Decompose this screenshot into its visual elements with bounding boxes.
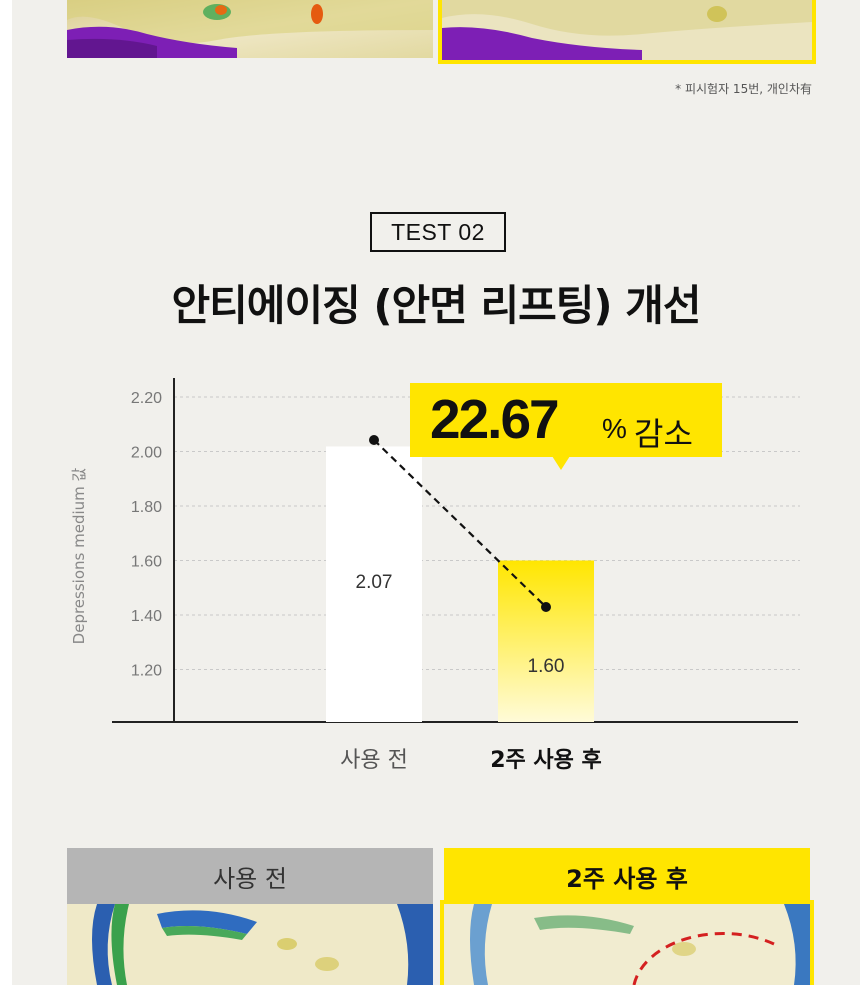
x-category-label: 2주 사용 후 [490, 748, 602, 773]
y-tick-label: 1.40 [131, 608, 162, 625]
before-label: 사용 전 [67, 848, 433, 904]
reduction-callout: 22.67 % 감소 [410, 383, 722, 470]
reduction-value: 22.67 [430, 388, 560, 450]
bar-chart: 2.20 2.00 1.80 1.60 1.40 1.20 Depressions medi… [70, 378, 800, 773]
y-axis-label: Depressions medium 값 [70, 467, 88, 644]
after-heatmap-photo-top [438, 0, 816, 64]
page-title: 안티에이징 (안면 리프팅) 개선 [171, 281, 702, 330]
bar-value-label: 2.07 [356, 572, 393, 593]
reduction-percent-sign: % [602, 413, 627, 444]
data-point [541, 602, 551, 612]
x-category-label: 사용 전 [340, 748, 408, 773]
before-heatmap-photo-top [67, 0, 433, 58]
footnote: * 피시험자 15번, 개인차有 [675, 82, 812, 96]
bar-value-label: 1.60 [528, 656, 565, 677]
test-badge: TEST 02 [370, 212, 506, 252]
y-tick-label: 1.20 [131, 663, 162, 680]
before-heatmap-photo-bottom [67, 904, 433, 985]
after-heatmap-photo-bottom [440, 900, 814, 985]
bar [498, 560, 594, 722]
trend-line [373, 439, 547, 608]
data-point [369, 435, 379, 445]
y-tick-label: 1.60 [131, 554, 162, 571]
reduction-unit: 감소 [634, 415, 693, 453]
y-tick-label: 2.00 [131, 445, 162, 462]
bar [326, 446, 422, 722]
y-tick-label: 2.20 [131, 390, 162, 407]
product-detail-section: * 피시험자 15번, 개인차有 TEST 02 안티에이징 (안면 리프팅) … [12, 0, 860, 985]
after-label: 2주 사용 후 [444, 848, 810, 904]
y-tick-label: 1.80 [131, 499, 162, 516]
